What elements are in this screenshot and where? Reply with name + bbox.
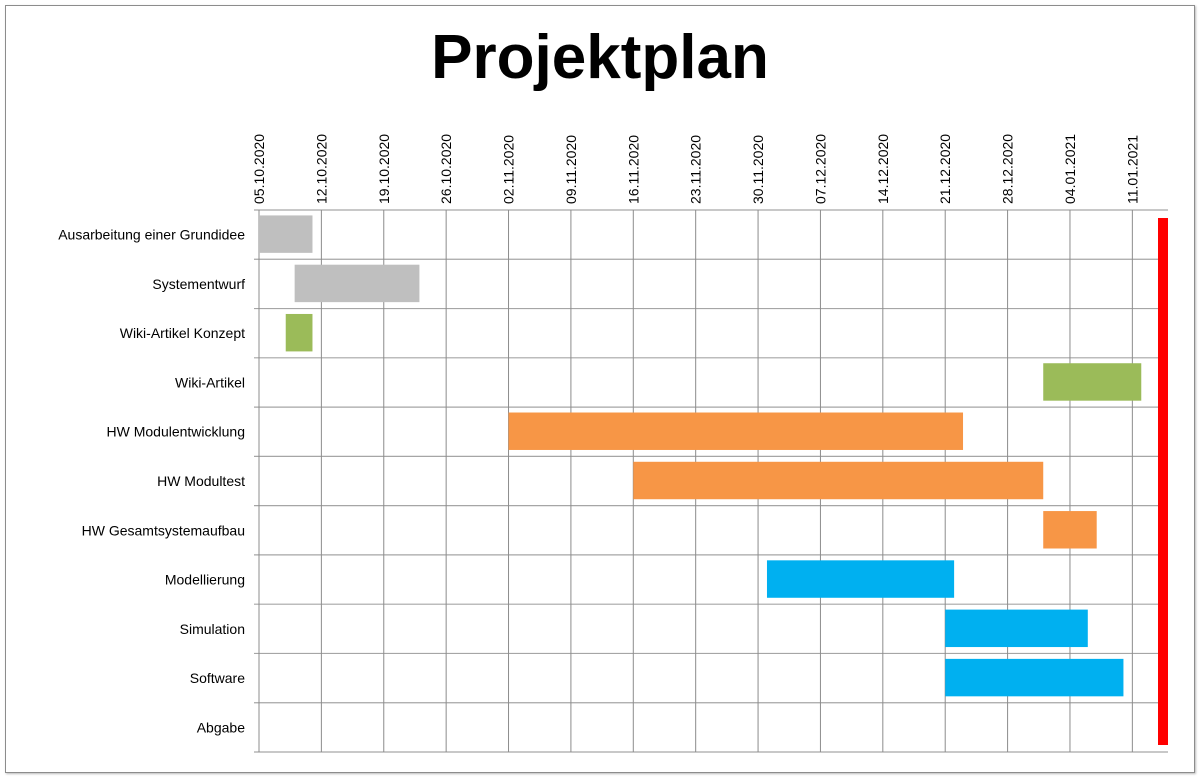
task-bar — [259, 215, 313, 253]
task-label: Wiki-Artikel Konzept — [120, 325, 245, 341]
x-tick-label: 19.10.2020 — [376, 134, 392, 204]
task-bar — [285, 313, 313, 352]
task-label: Abgabe — [197, 719, 245, 735]
x-tick-label: 05.10.2020 — [251, 134, 267, 204]
task-label: Systementwurf — [152, 276, 245, 292]
x-tick-label: 07.12.2020 — [812, 134, 828, 204]
x-tick-label: 09.11.2020 — [563, 135, 579, 204]
chart-title: Projektplan — [431, 23, 769, 92]
task-label: HW Modulentwicklung — [107, 424, 246, 440]
x-tick-label: 14.12.2020 — [875, 134, 891, 204]
task-label: Wiki-Artikel — [175, 374, 245, 390]
task-bar — [633, 461, 1044, 500]
chart-frame — [5, 5, 1195, 773]
x-tick-label: 23.11.2020 — [688, 135, 704, 204]
x-tick-label: 28.12.2020 — [1000, 134, 1016, 204]
task-bar — [1043, 511, 1097, 549]
task-bar — [294, 264, 420, 303]
task-label: Ausarbeitung einer Grundidee — [58, 227, 245, 243]
task-bar — [1043, 363, 1142, 401]
task-bar — [945, 609, 1088, 648]
task-label: HW Gesamtsystemaufbau — [82, 522, 245, 538]
task-bar — [945, 658, 1124, 697]
x-tick-label: 16.11.2020 — [625, 135, 641, 204]
x-tick-label: 12.10.2020 — [313, 134, 329, 204]
task-label: Simulation — [180, 621, 245, 637]
x-tick-label: 11.01.2021 — [1124, 135, 1140, 204]
task-bar — [766, 560, 955, 598]
x-tick-label: 04.01.2021 — [1062, 134, 1078, 204]
task-label: Software — [190, 670, 245, 686]
task-label: HW Modultest — [157, 473, 245, 489]
x-tick-label: 26.10.2020 — [438, 134, 454, 204]
x-tick-label: 02.11.2020 — [501, 135, 517, 204]
x-tick-label: 30.11.2020 — [750, 135, 766, 204]
x-tick-label: 21.12.2020 — [937, 134, 953, 204]
milestone-bar — [1158, 218, 1168, 745]
task-bar — [508, 412, 964, 450]
task-label: Modellierung — [165, 572, 245, 588]
